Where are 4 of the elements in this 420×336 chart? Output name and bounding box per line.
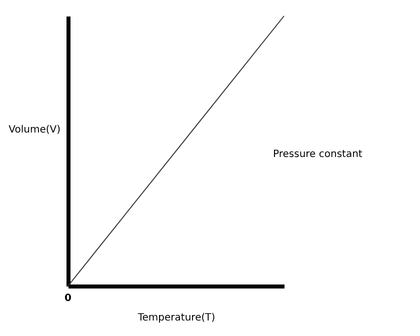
annotation: Pressure constant <box>273 149 362 160</box>
text: 0 <box>64 293 72 304</box>
x-axis-title: Temperature(T) <box>136 312 216 324</box>
y-axis-title: Volume(V) <box>8 124 61 136</box>
